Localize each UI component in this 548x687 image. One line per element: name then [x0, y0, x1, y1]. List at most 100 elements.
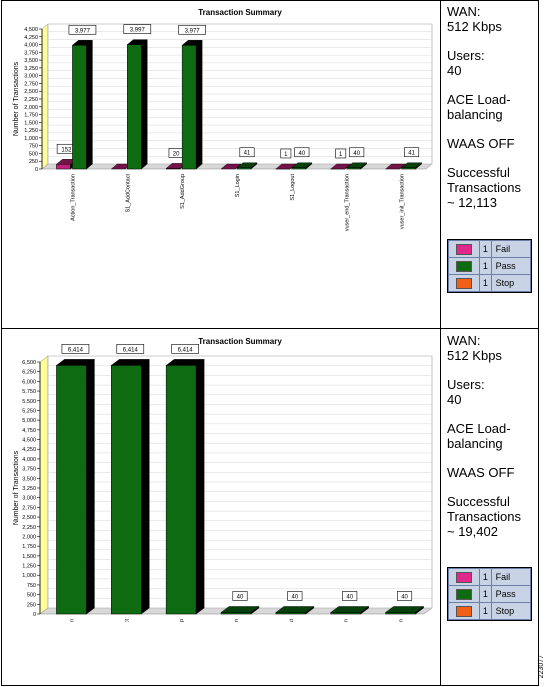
y-tick-label: 1,750	[22, 544, 36, 550]
y-tick-label: 2,500	[22, 515, 36, 521]
legend-row-fail: 1 Fail	[447, 240, 532, 258]
x-tick-label: Action_Transaction	[69, 619, 75, 622]
data-label: 40	[292, 594, 299, 600]
y-tick-label: 4,250	[24, 35, 38, 41]
legend-name: Stop	[490, 602, 532, 620]
data-label: 40	[346, 594, 353, 600]
divider	[440, 329, 441, 685]
users-label: Users:	[447, 377, 485, 392]
data-label-box	[342, 591, 358, 601]
y-tick-label: 500	[29, 151, 38, 157]
data-label: 41	[244, 151, 251, 157]
y-tick-label: 5,750	[22, 389, 36, 395]
bar-pass	[110, 358, 150, 615]
legend-bottom: 1 Fail 1 Pass 1 Stop	[447, 567, 532, 621]
chart-top: Transaction Summary 0 250 500 750 1,000 1,250 1…	[4, 2, 437, 234]
y-tick-label: 4,000	[22, 457, 36, 463]
y-tick-label: 2,000	[22, 534, 36, 540]
bar-top	[385, 163, 407, 170]
bar-top	[110, 359, 150, 366]
data-label-box	[404, 147, 420, 158]
bar-top	[220, 163, 242, 170]
bar-top	[220, 606, 260, 613]
y-tick-label: 500	[27, 593, 36, 599]
bar-pass	[291, 162, 313, 170]
y-tick-label: 5,000	[22, 418, 36, 424]
chart-title: Transaction Summary	[198, 337, 282, 346]
bar-side	[141, 39, 148, 170]
bar-pass	[181, 39, 203, 170]
y-tick-label: 4,500	[22, 438, 36, 444]
data-label: 6,414	[68, 347, 84, 353]
success-line1: Successful	[447, 494, 510, 509]
data-label-box	[287, 591, 303, 601]
data-label-box	[335, 148, 347, 159]
success-count: ~ 12,113	[447, 195, 498, 210]
divider	[440, 1, 441, 328]
success-count: ~ 19,402	[447, 524, 498, 539]
bar-pass	[330, 606, 370, 615]
bar-pass	[126, 39, 148, 170]
bar-front	[165, 365, 197, 615]
data-label-box	[61, 344, 90, 354]
success-line2: Transactions	[447, 509, 521, 524]
x-tick-label: S1_AddContact	[125, 174, 131, 213]
y-tick-label: 3,750	[24, 50, 38, 56]
users-label: Users:	[447, 48, 485, 63]
fail-swatch-icon	[456, 243, 473, 255]
data-label: 3,977	[75, 28, 91, 34]
info-bottom: WAN: 512 Kbps Users: 40 ACE Load- balanc…	[447, 333, 539, 539]
data-label: 20	[173, 151, 180, 157]
y-tick-label: 250	[27, 602, 36, 608]
y-tick-label: 2,750	[22, 505, 36, 511]
stop-swatch-icon	[456, 605, 473, 617]
data-label-box	[349, 147, 365, 158]
bar-pass	[346, 162, 368, 170]
x-tick-label: S1_AddGroup	[179, 619, 185, 622]
data-label: 1	[284, 152, 288, 158]
data-label-box	[123, 24, 152, 34]
info-top: WAN: 512 Kbps Users: 40 ACE Load- balanc…	[447, 4, 539, 210]
bar-top	[165, 359, 205, 366]
data-label-box	[239, 147, 255, 158]
data-label: 3,977	[185, 28, 201, 34]
y-tick-label: 3,000	[22, 496, 36, 502]
x-tick-label: vuser_end_Transaction	[345, 174, 351, 231]
x-tick-label: S1_Login	[234, 619, 240, 622]
y-tick-label: 1,500	[22, 554, 36, 560]
wan-value: 512 Kbps	[447, 19, 502, 34]
fail-swatch-icon	[456, 571, 473, 583]
panel-top: Transaction Summary 0 250 500 750 1,000 1,250 1…	[1, 0, 539, 329]
x-tick-label: vuser_end_Transaction	[344, 619, 350, 622]
bar-front	[127, 44, 142, 170]
data-label: 1	[339, 152, 343, 158]
bar-pass	[384, 606, 425, 615]
bar-side	[86, 39, 93, 170]
bar-pass	[165, 358, 205, 615]
y-tick-label: 6,000	[22, 379, 36, 385]
y-tick-label: 1,500	[24, 120, 38, 126]
pass-swatch-icon	[456, 260, 473, 272]
y-tick-label: 0	[33, 612, 36, 618]
legend-row-pass: 1 Pass	[447, 585, 532, 603]
y-tick-label: 2,250	[24, 97, 38, 103]
pass-swatch-icon	[456, 588, 473, 600]
data-label-box	[232, 591, 248, 601]
legend-row-stop: 1 Stop	[447, 274, 532, 292]
bar-front	[275, 612, 307, 615]
y-tick-label: 6,250	[22, 370, 36, 376]
legend-name: Pass	[490, 585, 532, 603]
success-line2: Transactions	[447, 180, 521, 195]
x-tick-label: S1_AddGroup	[180, 174, 186, 209]
legend-num: 1	[479, 274, 492, 292]
bar-top	[330, 163, 352, 170]
bar-side	[141, 358, 150, 615]
ace-line2: balancing	[447, 107, 503, 122]
y-tick-label: 3,500	[22, 476, 36, 482]
legend-top: 1 Fail 1 Pass 1 Stop	[447, 239, 532, 293]
y-tick-label: 1,250	[24, 128, 38, 134]
y-tick-label: 3,250	[22, 486, 36, 492]
y-tick-label: 4,000	[24, 43, 38, 49]
figure-id: 223077	[538, 655, 545, 679]
x-tick-label: vuser_init_Transaction	[399, 619, 405, 622]
